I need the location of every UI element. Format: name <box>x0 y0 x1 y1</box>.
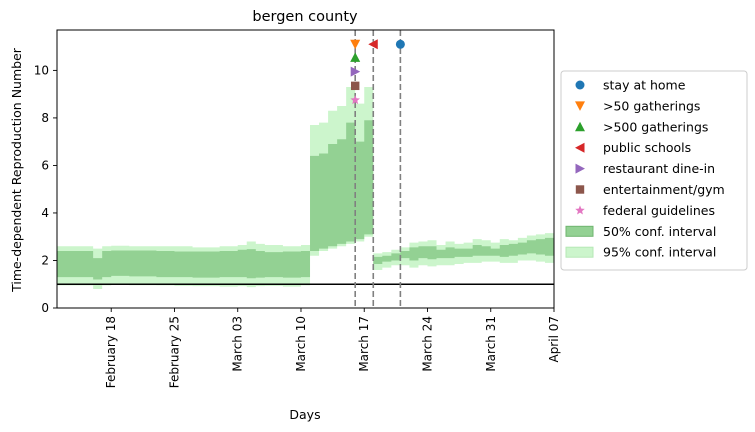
x-tick-label: March 24 <box>420 316 434 372</box>
x-tick-label: March 17 <box>357 316 371 372</box>
legend-label: public schools <box>603 140 691 155</box>
y-tick-label: 2 <box>41 254 49 268</box>
marker-50-gatherings <box>350 39 361 50</box>
legend-marker <box>575 80 585 90</box>
x-tick-label: March 10 <box>294 316 308 372</box>
legend-marker <box>575 185 585 194</box>
legend-marker <box>575 163 585 174</box>
x-tick-label: April 07 <box>547 316 561 363</box>
legend-label: >50 gatherings <box>603 98 700 113</box>
marker-500-gatherings <box>350 52 361 62</box>
marker-restaurant-dine-in <box>350 66 361 77</box>
legend-label: >500 gatherings <box>603 119 708 134</box>
legend-marker <box>575 121 585 132</box>
y-tick-label: 6 <box>41 159 49 173</box>
plot-area <box>56 29 555 309</box>
x-tick-label: March 03 <box>231 316 245 372</box>
chart-title: bergen county <box>252 9 358 25</box>
plot-frame <box>56 29 555 309</box>
legend-label: entertainment/gym <box>603 182 725 197</box>
y-axis: 0 2 4 6 8 10 <box>34 64 57 315</box>
marker-stay-at-home <box>395 39 405 49</box>
x-tick-label: March 31 <box>484 316 498 372</box>
x-tick-label: February 18 <box>104 316 118 388</box>
y-tick-label: 10 <box>34 64 49 78</box>
y-tick-label: 4 <box>41 206 49 220</box>
legend-marker <box>575 205 585 215</box>
y-tick-label: 0 <box>41 301 49 315</box>
y-axis-label: Time-dependent Reproduction Number <box>9 47 24 293</box>
band-50-area <box>57 120 554 280</box>
x-axis-label: Days <box>289 407 320 422</box>
legend-swatch <box>565 225 594 237</box>
legend-marker <box>575 142 585 153</box>
legend-label: 95% conf. interval <box>603 245 716 260</box>
legend: stay at home >50 gatherings >500 gathering… <box>560 70 748 271</box>
legend-label: federal guidelines <box>603 203 715 218</box>
marker-entertainment-gym <box>351 81 360 91</box>
marker-public-schools <box>368 39 378 50</box>
marker-federal-guidelines <box>350 95 360 105</box>
x-tick-label: February 25 <box>167 316 181 388</box>
legend-label: restaurant dine-in <box>603 161 715 176</box>
legend-box <box>560 70 748 271</box>
y-tick-label: 8 <box>41 111 49 125</box>
legend-label: 50% conf. interval <box>603 224 716 239</box>
legend-label: stay at home <box>603 78 686 93</box>
legend-marker <box>575 101 585 111</box>
x-axis: February 18 February 25 March 03 March 10 Ma… <box>104 308 561 388</box>
legend-swatch <box>565 246 594 258</box>
